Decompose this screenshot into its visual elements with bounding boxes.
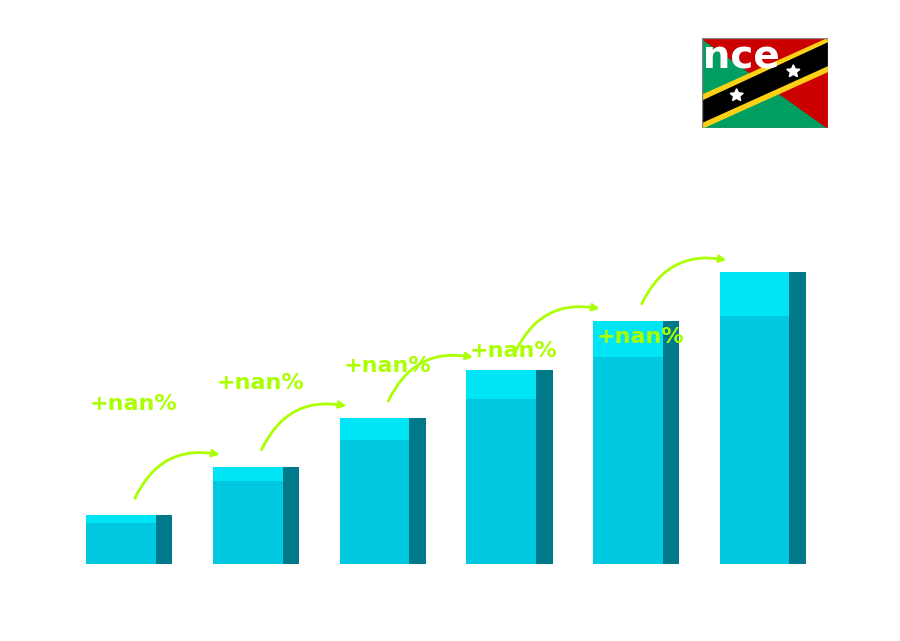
Text: Average Monthly Salary: Average Monthly Salary [866, 238, 880, 403]
Bar [720, 272, 789, 316]
Polygon shape [662, 321, 680, 564]
Text: explorer.com: explorer.com [437, 637, 555, 641]
Polygon shape [283, 467, 299, 564]
Bar [466, 370, 536, 564]
Bar [593, 321, 662, 564]
Bar [213, 467, 283, 481]
Text: 0 XCD: 0 XCD [713, 251, 759, 267]
Polygon shape [702, 38, 828, 128]
Bar [86, 515, 156, 523]
Polygon shape [702, 38, 828, 128]
Text: Cost Accountant: Cost Accountant [45, 93, 250, 117]
Text: Salary Comparison By Experience: Salary Comparison By Experience [45, 38, 779, 76]
Bar [466, 370, 536, 399]
Polygon shape [787, 65, 800, 77]
Polygon shape [702, 43, 828, 122]
Text: +nan%: +nan% [217, 373, 304, 393]
Bar [720, 272, 789, 564]
Text: 0 XCD: 0 XCD [79, 495, 125, 510]
Bar [213, 467, 283, 564]
Text: +nan%: +nan% [470, 341, 558, 361]
Bar [339, 418, 410, 440]
Bar [339, 418, 410, 564]
Text: salary: salary [376, 637, 437, 641]
Bar [593, 321, 662, 358]
Text: +nan%: +nan% [597, 326, 685, 347]
Text: 0 XCD: 0 XCD [586, 300, 632, 315]
Text: +nan%: +nan% [90, 394, 177, 413]
Polygon shape [789, 272, 806, 564]
Text: +nan%: +nan% [343, 356, 431, 376]
Text: 0 XCD: 0 XCD [205, 446, 252, 461]
Polygon shape [730, 88, 743, 101]
Text: 0 XCD: 0 XCD [332, 397, 379, 412]
Polygon shape [702, 38, 828, 101]
Polygon shape [156, 515, 173, 564]
Text: 0 XCD: 0 XCD [459, 349, 505, 363]
Polygon shape [536, 370, 553, 564]
Polygon shape [702, 65, 828, 128]
Bar [86, 515, 156, 564]
Polygon shape [410, 418, 426, 564]
